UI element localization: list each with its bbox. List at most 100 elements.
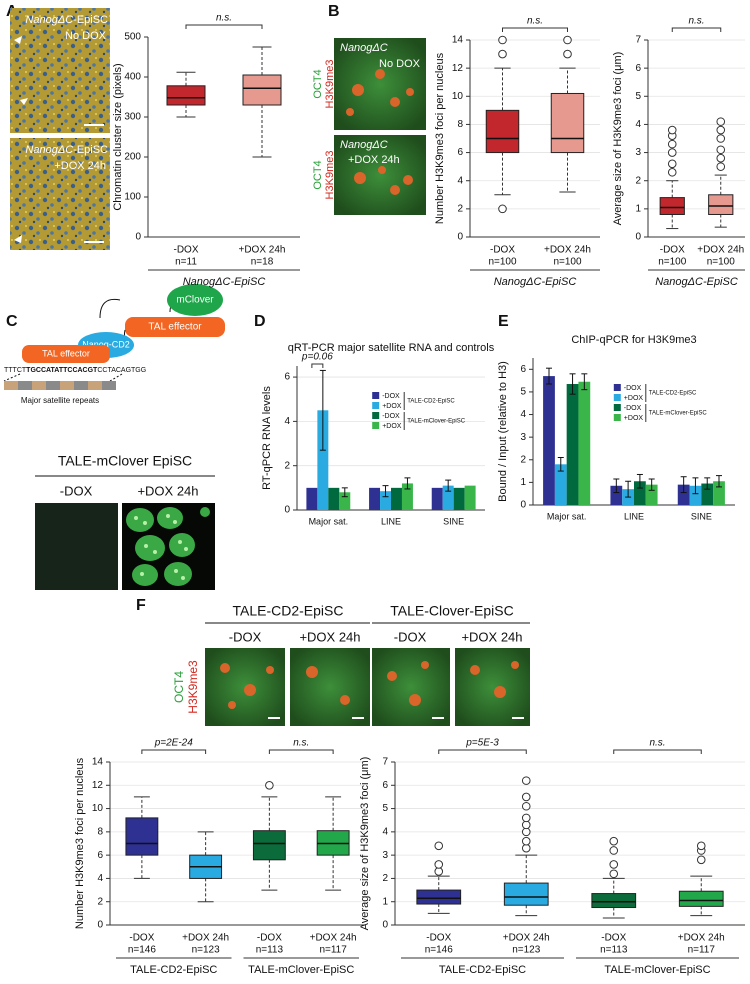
box bbox=[166, 85, 206, 106]
outlier bbox=[521, 776, 531, 785]
x-tick-label: +DOX 24h bbox=[544, 245, 591, 256]
n-label: n=100 bbox=[488, 257, 517, 268]
stain-label: H3K9me3 bbox=[324, 60, 336, 109]
outlier bbox=[716, 125, 726, 135]
x-tick-label: +DOX 24h bbox=[310, 933, 357, 944]
outlier bbox=[716, 117, 726, 126]
cell-line: TALE-CD2-EpiSC bbox=[233, 603, 344, 619]
x-axis-label: NanogΔC-EpiSC bbox=[494, 276, 577, 288]
strain: NanogΔC bbox=[25, 14, 73, 26]
y-tick-label: 400 bbox=[124, 72, 141, 83]
fusion-label: Nanog-CD2 bbox=[82, 339, 130, 349]
x-tick-label: -DOX bbox=[601, 933, 626, 944]
y-tick-label: 8 bbox=[457, 119, 463, 130]
stain-label: H3K9me3 bbox=[324, 151, 336, 200]
bar bbox=[634, 481, 646, 505]
y-tick-label: 10 bbox=[92, 803, 104, 814]
bar bbox=[306, 487, 318, 510]
panel-title: TALE-mClover EpiSC bbox=[58, 453, 192, 469]
outlier bbox=[521, 792, 531, 802]
y-tick-label: 5 bbox=[520, 387, 526, 398]
legend-swatch bbox=[613, 384, 621, 391]
n-label: n=100 bbox=[707, 257, 736, 268]
outlier bbox=[609, 846, 619, 855]
legend-swatch bbox=[613, 414, 621, 421]
outlier bbox=[609, 860, 619, 869]
y-tick-label: 14 bbox=[92, 757, 104, 768]
x-tick-label: +DOX 24h bbox=[697, 245, 744, 256]
sequence-part: CCTACAGTGG bbox=[97, 367, 146, 374]
cells bbox=[126, 507, 210, 586]
outlier bbox=[563, 35, 572, 45]
y-tick-label: 6 bbox=[635, 63, 641, 74]
significance-label: n.s. bbox=[527, 16, 543, 27]
box bbox=[242, 74, 282, 106]
y-tick-label: 2 bbox=[284, 460, 290, 471]
bar bbox=[610, 485, 623, 505]
condition-label: +DOX 24h bbox=[348, 154, 400, 166]
y-tick-label: 2 bbox=[457, 203, 463, 214]
significance-bracket bbox=[185, 24, 263, 29]
box bbox=[659, 197, 685, 215]
significance-label: n.s. bbox=[216, 13, 232, 24]
stain-label: OCT4 bbox=[312, 160, 324, 189]
outlier bbox=[563, 49, 572, 59]
y-axis-label: Number H3K9me3 foci per nucleus bbox=[74, 757, 86, 929]
significance-label: n.s. bbox=[688, 16, 704, 27]
outlier bbox=[667, 125, 677, 135]
y-tick-label: 1 bbox=[382, 896, 388, 907]
n-label: n=117 bbox=[688, 945, 716, 956]
strain: NanogΔC bbox=[25, 144, 73, 156]
significance-bracket bbox=[613, 749, 702, 754]
panel-letter: E bbox=[498, 313, 509, 330]
x-tick-label: SINE bbox=[691, 511, 712, 521]
outlier bbox=[696, 841, 706, 851]
significance-label: p=0.06 bbox=[301, 352, 333, 363]
bar bbox=[689, 485, 702, 505]
condition-label: +DOX 24h bbox=[461, 629, 522, 644]
repeat-bar bbox=[4, 381, 116, 390]
condition-label: +DOX 24h bbox=[54, 160, 106, 172]
x-tick-label: +DOX 24h bbox=[239, 245, 286, 256]
bar bbox=[578, 381, 591, 505]
group-label: TALE-mClover-EpiSC bbox=[604, 964, 710, 976]
micrograph bbox=[334, 135, 426, 215]
x-tick-label: +DOX 24h bbox=[678, 933, 725, 944]
legend-group-label: TALE-CD2-EpiSC bbox=[407, 399, 455, 405]
n-label: n=113 bbox=[600, 945, 628, 956]
chart-title: qRT-PCR major satellite RNA and controls bbox=[288, 342, 495, 354]
box bbox=[416, 889, 462, 905]
strain: NanogΔC bbox=[340, 139, 388, 151]
outlier bbox=[696, 855, 706, 865]
micrograph bbox=[35, 503, 118, 590]
bar bbox=[543, 376, 555, 505]
y-tick-label: 1 bbox=[520, 477, 526, 488]
bar bbox=[431, 487, 443, 510]
n-label: n=113 bbox=[256, 945, 284, 956]
outlier bbox=[609, 869, 619, 879]
n-label: n=11 bbox=[175, 257, 197, 268]
dashed-guide bbox=[3, 373, 123, 382]
outlier bbox=[667, 167, 677, 177]
outlier bbox=[434, 841, 444, 851]
micrograph bbox=[455, 648, 530, 726]
n-label: n=123 bbox=[192, 945, 221, 956]
y-tick-label: 4 bbox=[520, 409, 526, 420]
y-tick-label: 12 bbox=[452, 63, 464, 74]
legend-label: +DOX bbox=[382, 423, 402, 430]
foci bbox=[134, 514, 188, 580]
outlier bbox=[498, 204, 507, 214]
box bbox=[591, 893, 637, 909]
bar bbox=[401, 483, 413, 510]
outlier bbox=[521, 836, 531, 846]
outlier bbox=[667, 139, 677, 149]
significance-bracket bbox=[438, 749, 527, 754]
panel-letter: C bbox=[6, 313, 18, 330]
y-tick-label: 2 bbox=[520, 454, 526, 465]
condition-label: -DOX bbox=[229, 629, 262, 644]
bar bbox=[566, 384, 579, 505]
outlier bbox=[609, 836, 619, 846]
y-axis-label: Chromatin cluster size (pixels) bbox=[112, 63, 124, 210]
stain-label: OCT4 bbox=[172, 671, 186, 703]
